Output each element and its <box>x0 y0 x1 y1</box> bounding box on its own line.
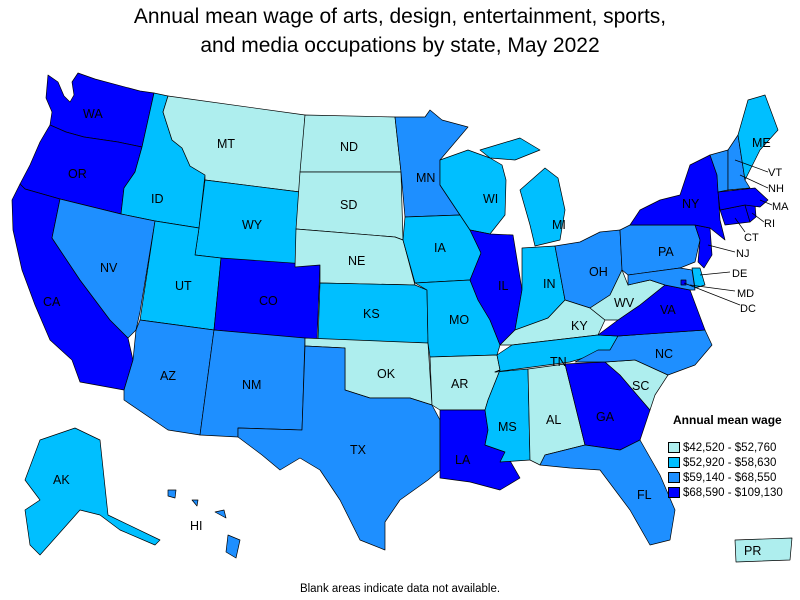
legend-item: $52,920 - $58,630 <box>668 455 800 470</box>
legend-item: $68,590 - $109,130 <box>668 485 800 500</box>
legend-label: $42,520 - $52,760 <box>683 441 777 454</box>
state-WA[interactable] <box>45 72 155 148</box>
label-AZ: AZ <box>160 369 176 383</box>
label-WV: WV <box>614 296 635 310</box>
label-SC: SC <box>632 379 649 393</box>
label-NJ: NJ <box>736 248 749 260</box>
label-CA: CA <box>43 295 61 309</box>
state-ME[interactable] <box>737 94 779 181</box>
legend-label: $59,140 - $68,550 <box>683 471 777 484</box>
label-VT: VT <box>768 167 782 179</box>
label-AR: AR <box>451 377 468 391</box>
label-NC: NC <box>655 347 673 361</box>
legend-label: $52,920 - $58,630 <box>683 456 777 469</box>
label-MS: MS <box>498 420 517 434</box>
label-NY: NY <box>682 197 700 211</box>
state-NV[interactable] <box>51 198 156 339</box>
label-AK: AK <box>53 473 70 487</box>
label-NM: NM <box>242 378 261 392</box>
legend-swatch <box>668 442 680 453</box>
label-PR: PR <box>744 544 761 558</box>
label-NH: NH <box>768 183 784 195</box>
state-NC[interactable] <box>574 329 713 376</box>
label-CO: CO <box>259 294 278 308</box>
legend-swatch <box>668 457 680 468</box>
label-UT: UT <box>175 279 192 293</box>
label-ID: ID <box>151 192 164 206</box>
label-MD: MD <box>737 288 754 300</box>
label-IN: IN <box>543 277 556 291</box>
label-TN: TN <box>550 355 567 369</box>
label-MI: MI <box>552 218 566 232</box>
state-VT[interactable] <box>709 149 729 193</box>
title-line-2: and media occupations by state, May 2022 <box>200 34 600 57</box>
label-OR: OR <box>68 167 87 181</box>
label-AL: AL <box>546 413 561 427</box>
label-KY: KY <box>571 319 588 333</box>
label-MO: MO <box>449 313 469 327</box>
state-WI[interactable] <box>439 149 507 235</box>
label-WY: WY <box>242 218 263 232</box>
label-IA: IA <box>434 241 446 255</box>
legend-swatch <box>668 472 680 483</box>
state-FL[interactable] <box>539 439 676 546</box>
state-TX[interactable] <box>237 345 441 551</box>
state-MD[interactable] <box>627 267 696 291</box>
label-VA: VA <box>660 303 676 317</box>
state-HI[interactable] <box>167 489 241 559</box>
label-DC: DC <box>740 303 756 315</box>
legend-swatch <box>668 487 680 498</box>
title-line-1: Annual mean wage of arts, design, entert… <box>133 5 667 28</box>
legend-item: $59,140 - $68,550 <box>668 470 800 485</box>
label-RI: RI <box>764 218 775 230</box>
label-MN: MN <box>416 171 435 185</box>
legend-title: Annual mean wage <box>673 413 782 427</box>
state-PR[interactable] <box>734 537 793 563</box>
state-MI[interactable] <box>479 137 566 247</box>
label-ME: ME <box>752 136 771 150</box>
label-FL: FL <box>637 488 652 502</box>
label-NE: NE <box>348 254 365 268</box>
state-MA[interactable] <box>717 187 769 211</box>
label-ND: ND <box>340 140 358 154</box>
label-TX: TX <box>350 443 367 457</box>
legend-label: $68,590 - $109,130 <box>683 486 783 499</box>
label-OH: OH <box>589 265 608 279</box>
label-OK: OK <box>377 367 396 381</box>
legend-item: $42,520 - $52,760 <box>668 440 800 455</box>
label-NV: NV <box>100 261 118 275</box>
map-title: Annual mean wage of arts, design, entert… <box>0 2 800 60</box>
label-GA: GA <box>596 410 615 424</box>
label-HI: HI <box>190 519 203 533</box>
state-DC[interactable] <box>680 279 687 286</box>
footnote: Blank areas indicate data not available. <box>299 583 501 595</box>
state-AK[interactable] <box>24 427 161 556</box>
label-MA: MA <box>772 201 789 213</box>
label-MT: MT <box>217 137 235 151</box>
label-WI: WI <box>483 192 498 206</box>
label-CT: CT <box>744 232 759 244</box>
label-KS: KS <box>363 307 380 321</box>
label-SD: SD <box>340 198 357 212</box>
state-DE[interactable] <box>691 267 706 289</box>
label-LA: LA <box>455 453 471 467</box>
state-NH[interactable] <box>727 134 751 191</box>
state-labels: WA OR CA ID NV MT WY UT CO AZ NM ND SD N… <box>43 107 789 558</box>
label-WA: WA <box>83 107 103 121</box>
label-DE: DE <box>732 268 747 280</box>
label-PA: PA <box>658 245 674 259</box>
legend: Annual mean wage $42,520 - $52,760 $52,9… <box>668 413 800 500</box>
label-IL: IL <box>498 279 508 293</box>
